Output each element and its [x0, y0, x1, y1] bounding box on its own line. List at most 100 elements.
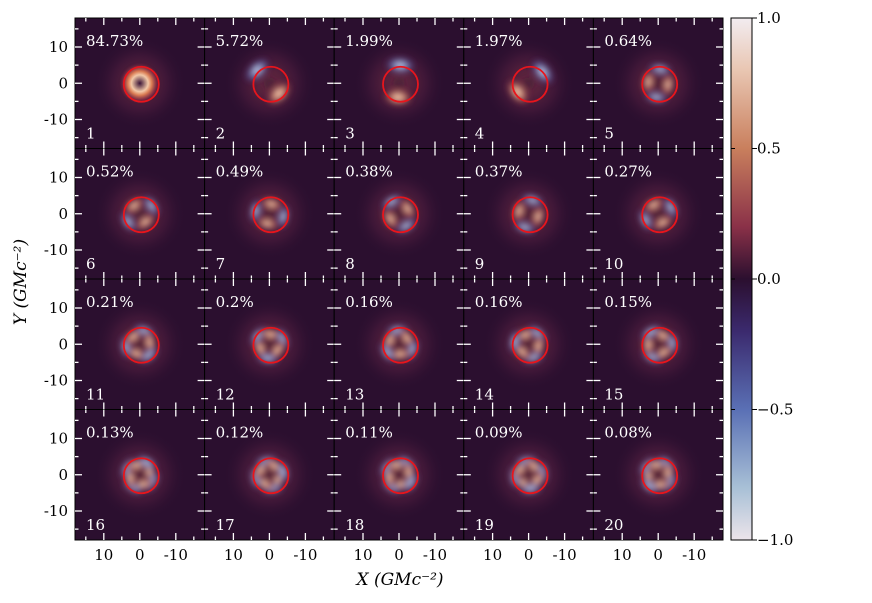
panel-percent-label: 0.13% — [86, 424, 134, 442]
panel-image — [353, 37, 445, 130]
panel-index-label: 5 — [604, 125, 614, 143]
x-tick-label: -10 — [553, 546, 577, 564]
panel-8: 0.38% 8 — [333, 148, 465, 280]
panel-percent-label: 0.15% — [604, 293, 652, 311]
panel-index-label: 9 — [475, 255, 485, 273]
panel-ticks — [593, 409, 723, 540]
panel-ticks — [75, 148, 205, 279]
panel-index-label: 2 — [216, 125, 226, 143]
y-tick-label: 0 — [58, 335, 68, 353]
y-tick-label: -10 — [44, 241, 68, 259]
panel-image — [482, 298, 575, 391]
panel-index-label: 11 — [86, 386, 105, 404]
photon-ring-circle — [382, 457, 419, 495]
panel-image — [93, 37, 186, 130]
photon-ring-circle — [252, 196, 290, 234]
photon-ring-circle — [641, 457, 679, 495]
panel-image — [612, 167, 705, 260]
colorbar-tick-label: 1.0 — [757, 9, 781, 27]
panel-percent-label: 0.09% — [475, 424, 523, 442]
panel-index-label: 7 — [216, 255, 226, 273]
panel-image — [223, 298, 316, 391]
panel-index-label: 10 — [604, 255, 623, 273]
panel-percent-label: 0.11% — [345, 424, 393, 442]
x-tick-label: -10 — [164, 546, 188, 564]
panel-image — [223, 37, 316, 130]
panel-image — [93, 167, 186, 260]
panel-19: 0.09% 19 — [463, 409, 594, 541]
colorbar-tick-label: −1.0 — [757, 531, 793, 549]
panel-image — [482, 428, 575, 521]
panel-7: 0.49% 7 — [204, 148, 335, 280]
panel-image — [223, 167, 316, 260]
panel-ticks — [463, 18, 594, 149]
panel-index-label: 3 — [345, 125, 355, 143]
y-tick-label: 10 — [49, 38, 68, 56]
photon-ring-circle — [641, 196, 679, 234]
x-tick-label: 0 — [265, 546, 275, 564]
x-tick-label: 10 — [613, 546, 632, 564]
panel-ticks — [204, 409, 335, 540]
panel-ticks — [593, 148, 723, 279]
panel-6: 0.52% 6 — [74, 148, 206, 280]
photon-ring-circle — [122, 65, 160, 103]
panel-image — [353, 428, 445, 521]
x-tick-label: 0 — [394, 546, 404, 564]
panel-ticks — [593, 18, 723, 149]
photon-ring-circle — [122, 196, 160, 234]
x-tick-label: 0 — [524, 546, 534, 564]
panel-index-label: 13 — [345, 386, 364, 404]
x-axis-title: X (GMc⁻²) — [354, 570, 443, 590]
panel-index-label: 18 — [345, 516, 364, 534]
photon-ring-circle — [511, 65, 549, 103]
panel-image — [612, 37, 705, 130]
photon-ring-circle — [122, 457, 160, 495]
y-tick-label: 10 — [49, 430, 68, 448]
panel-image — [482, 167, 575, 260]
photon-ring-circle — [382, 65, 419, 103]
photon-ring-circle — [382, 326, 419, 364]
panel-ticks — [204, 148, 335, 279]
panel-image — [353, 167, 445, 260]
x-tick-label: -10 — [423, 546, 447, 564]
panel-ticks — [593, 279, 723, 410]
panel-percent-label: 0.52% — [86, 163, 134, 181]
panel-ticks — [463, 279, 594, 410]
panel-image — [223, 428, 316, 521]
panel-percent-label: 0.38% — [345, 163, 393, 181]
y-tick-label: 10 — [49, 169, 68, 187]
panel-percent-label: 0.16% — [475, 293, 523, 311]
photon-ring-circle — [252, 326, 290, 364]
photon-ring-circle — [122, 326, 160, 364]
panel-ticks — [204, 279, 335, 410]
panel-2: 5.72% 2 — [204, 17, 335, 149]
panel-ticks — [75, 279, 205, 410]
photon-ring-circle — [641, 326, 679, 364]
panel-index-label: 17 — [216, 516, 235, 534]
panel-percent-label: 5.72% — [216, 32, 264, 50]
panel-ticks — [75, 409, 205, 540]
panel-image — [353, 298, 445, 391]
panel-9: 0.37% 9 — [463, 148, 594, 280]
panel-percent-label: 84.73% — [86, 32, 143, 50]
photon-ring-circle — [382, 196, 419, 234]
panel-percent-label: 0.08% — [604, 424, 652, 442]
panel-18: 0.11% 18 — [333, 409, 465, 541]
x-tick-label: 0 — [653, 546, 663, 564]
y-tick-label: 10 — [49, 299, 68, 317]
panel-index-label: 14 — [475, 386, 494, 404]
y-tick-label: 0 — [58, 205, 68, 223]
colorbar-tick-label: 0.0 — [757, 270, 781, 288]
panel-13: 0.16% 13 — [333, 278, 465, 410]
photon-ring-circle — [252, 457, 290, 495]
panel-5: 0.64% 5 — [592, 17, 724, 149]
panel-4: 1.97% 4 — [463, 17, 594, 149]
colorbar-tick-label: −0.5 — [757, 401, 793, 419]
panel-17: 0.12% 17 — [204, 409, 335, 541]
panel-20: 0.08% 20 — [592, 409, 724, 541]
panel-1: 84.73% 1 — [74, 17, 206, 149]
colorbar: 1.0 0.5 0.0 −0.5 −1.0 — [730, 9, 793, 549]
panel-index-label: 15 — [604, 386, 623, 404]
panel-10: 0.27% 10 — [592, 148, 724, 280]
